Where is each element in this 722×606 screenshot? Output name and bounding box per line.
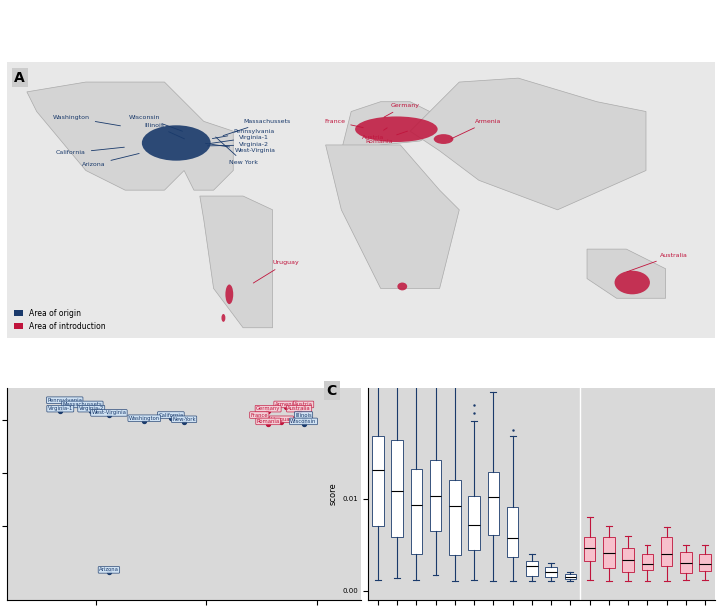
Text: Armenia: Armenia bbox=[274, 402, 297, 407]
PathPatch shape bbox=[680, 552, 692, 573]
Text: Massachussets: Massachussets bbox=[63, 402, 103, 407]
PathPatch shape bbox=[603, 538, 614, 568]
Ellipse shape bbox=[225, 284, 233, 304]
PathPatch shape bbox=[430, 459, 441, 531]
Point bbox=[297, 413, 309, 422]
Text: Uruguay: Uruguay bbox=[253, 261, 300, 283]
Point bbox=[165, 413, 177, 422]
PathPatch shape bbox=[411, 469, 422, 554]
Text: Uruguay: Uruguay bbox=[270, 417, 292, 422]
Text: Austria: Austria bbox=[294, 402, 313, 407]
PathPatch shape bbox=[545, 567, 557, 577]
Text: Virginia-1: Virginia-1 bbox=[209, 135, 269, 144]
Text: Arizona: Arizona bbox=[99, 567, 119, 572]
PathPatch shape bbox=[507, 507, 518, 558]
Ellipse shape bbox=[222, 314, 225, 322]
PathPatch shape bbox=[526, 561, 538, 576]
Point bbox=[262, 419, 274, 429]
Ellipse shape bbox=[142, 125, 211, 161]
Text: France: France bbox=[251, 413, 268, 418]
Point bbox=[276, 417, 287, 427]
Text: Australia: Australia bbox=[287, 406, 311, 411]
Text: Austria: Austria bbox=[362, 128, 387, 139]
Text: Pennsylvania: Pennsylvania bbox=[47, 398, 82, 403]
Point bbox=[54, 406, 66, 416]
Text: Arizona: Arizona bbox=[82, 153, 139, 167]
Polygon shape bbox=[200, 196, 273, 328]
Text: Germany: Germany bbox=[256, 406, 280, 411]
Text: West-Virginia: West-Virginia bbox=[92, 410, 126, 416]
Polygon shape bbox=[326, 145, 459, 288]
PathPatch shape bbox=[661, 538, 672, 566]
Text: Wisconsin: Wisconsin bbox=[129, 115, 183, 132]
PathPatch shape bbox=[372, 436, 383, 525]
Ellipse shape bbox=[434, 134, 453, 144]
Point bbox=[77, 402, 88, 412]
Ellipse shape bbox=[397, 282, 407, 290]
PathPatch shape bbox=[469, 496, 480, 550]
Point bbox=[139, 416, 150, 425]
Text: Massachussets: Massachussets bbox=[223, 119, 290, 136]
Text: Illinois: Illinois bbox=[144, 123, 185, 139]
Polygon shape bbox=[342, 102, 440, 151]
PathPatch shape bbox=[642, 554, 653, 570]
PathPatch shape bbox=[700, 554, 711, 571]
PathPatch shape bbox=[391, 439, 403, 537]
Text: California: California bbox=[56, 147, 124, 155]
Polygon shape bbox=[27, 82, 233, 190]
Text: New-York: New-York bbox=[173, 417, 196, 422]
Legend: Area of origin, Area of introduction: Area of origin, Area of introduction bbox=[11, 306, 109, 334]
Point bbox=[103, 567, 115, 577]
Ellipse shape bbox=[355, 116, 438, 142]
Text: Washington: Washington bbox=[129, 416, 160, 421]
Text: West-Virginia: West-Virginia bbox=[206, 144, 277, 153]
Text: A: A bbox=[14, 71, 25, 85]
Text: C: C bbox=[326, 384, 337, 398]
Point bbox=[297, 419, 309, 429]
Point bbox=[262, 406, 274, 416]
PathPatch shape bbox=[449, 481, 461, 555]
Text: Virginia-1: Virginia-1 bbox=[48, 406, 73, 411]
Text: Australia: Australia bbox=[627, 253, 687, 271]
Point bbox=[103, 411, 115, 421]
Point bbox=[280, 402, 292, 412]
Text: Romania: Romania bbox=[365, 131, 407, 144]
Text: Illinois: Illinois bbox=[295, 413, 312, 418]
Y-axis label: score: score bbox=[329, 482, 337, 505]
Text: Washington: Washington bbox=[53, 115, 121, 126]
Text: Virginia-2: Virginia-2 bbox=[79, 406, 104, 411]
Text: Virginia-2: Virginia-2 bbox=[207, 142, 269, 147]
Point bbox=[59, 398, 71, 408]
Point bbox=[293, 406, 305, 416]
Text: New York: New York bbox=[216, 137, 258, 165]
Text: California: California bbox=[158, 413, 183, 418]
Text: Pennsylvania: Pennsylvania bbox=[212, 128, 274, 139]
Point bbox=[253, 413, 265, 422]
PathPatch shape bbox=[487, 472, 499, 535]
Text: Wisconsin: Wisconsin bbox=[290, 419, 317, 424]
PathPatch shape bbox=[584, 537, 596, 561]
PathPatch shape bbox=[565, 574, 576, 579]
Text: France: France bbox=[324, 119, 363, 128]
Text: Romania: Romania bbox=[256, 419, 279, 424]
Polygon shape bbox=[410, 78, 646, 210]
Ellipse shape bbox=[614, 271, 650, 295]
Point bbox=[297, 402, 309, 412]
Text: Armenia: Armenia bbox=[451, 119, 501, 139]
Polygon shape bbox=[587, 249, 666, 298]
Point bbox=[85, 406, 97, 416]
Text: Germany: Germany bbox=[384, 103, 419, 117]
Point bbox=[178, 417, 190, 427]
PathPatch shape bbox=[622, 548, 634, 572]
